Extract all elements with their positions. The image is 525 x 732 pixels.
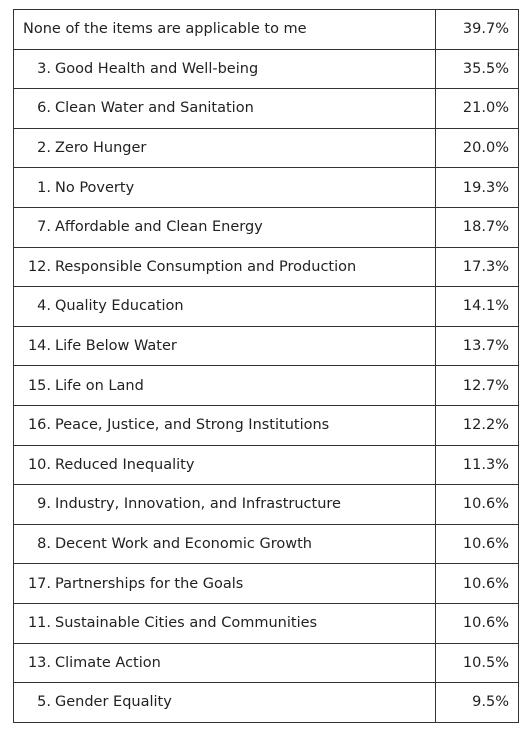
row-label: None of the items are applicable to me xyxy=(23,21,307,38)
label-cell: 13. Climate Action xyxy=(14,643,436,683)
percent-cell: 14.1% xyxy=(436,287,519,326)
percent-cell: 10.6% xyxy=(436,564,519,603)
percent-cell: 13.7% xyxy=(436,326,519,366)
table-row: 5. Gender Equality 9.5% xyxy=(14,683,519,723)
goal-number: 2. xyxy=(37,140,51,157)
goal-label: Life on Land xyxy=(55,377,144,394)
label-cell: 8. Decent Work and Economic Growth xyxy=(14,524,436,564)
goal-number: 17. xyxy=(27,575,51,592)
percent-cell: 12.7% xyxy=(436,366,519,405)
goal-number: 10. xyxy=(27,456,51,473)
goal-label: Zero Hunger xyxy=(55,140,147,157)
table-row: 11. Sustainable Cities and Communities 10.… xyxy=(14,603,519,644)
goal-number: 13. xyxy=(27,654,51,671)
goal-label: Gender Equality xyxy=(55,694,172,711)
table-row: 2. Zero Hunger 20.0% xyxy=(14,128,519,169)
goal-label: Partnerships for the Goals xyxy=(55,575,244,592)
percent-cell: 11.3% xyxy=(436,445,519,485)
goal-number: 9. xyxy=(37,496,51,513)
table-row: None of the items are applicable to me 39… xyxy=(14,10,519,50)
percent-cell: 35.5% xyxy=(436,49,519,89)
percent-cell: 18.7% xyxy=(436,207,519,247)
table-row: 10. Reduced Inequality 11.3% xyxy=(14,445,519,486)
goal-number: 7. xyxy=(37,219,51,236)
label-cell: 6. Clean Water and Sanitation xyxy=(14,89,436,128)
percent-cell: 19.3% xyxy=(436,168,519,207)
table-row: 13. Climate Action 10.5% xyxy=(14,643,519,684)
goal-number: 5. xyxy=(37,694,51,711)
goal-label: Affordable and Clean Energy xyxy=(55,219,263,236)
table-row: 14. Life Below Water 13.7% xyxy=(14,326,519,367)
table-row: 4. Quality Education 14.1% xyxy=(14,287,519,327)
goal-number: 3. xyxy=(37,60,51,77)
table: None of the items are applicable to me 39… xyxy=(13,9,519,723)
goal-number: 11. xyxy=(27,615,51,632)
goal-label: Clean Water and Sanitation xyxy=(55,100,254,117)
table-row: 8. Decent Work and Economic Growth 10.6% xyxy=(14,524,519,565)
goal-label: Climate Action xyxy=(55,654,161,671)
table-row: 9. Industry, Innovation, and Infrastructu… xyxy=(14,485,519,525)
goal-label: Decent Work and Economic Growth xyxy=(55,536,312,553)
table-row: 1. No Poverty 19.3% xyxy=(14,168,519,208)
table-row: 6. Clean Water and Sanitation 21.0% xyxy=(14,89,519,129)
goal-number: 8. xyxy=(37,536,51,553)
percent-cell: 39.7% xyxy=(436,10,519,49)
percent-cell: 21.0% xyxy=(436,89,519,128)
percent-cell: 17.3% xyxy=(436,247,519,287)
goal-label: Reduced Inequality xyxy=(55,456,195,473)
goal-label: Sustainable Cities and Communities xyxy=(55,615,318,632)
goal-number: 14. xyxy=(27,338,51,355)
goal-number: 15. xyxy=(27,377,51,394)
label-cell: 4. Quality Education xyxy=(14,287,436,326)
percent-cell: 20.0% xyxy=(436,128,519,168)
goal-number: 1. xyxy=(37,179,51,196)
goal-label: Responsible Consumption and Production xyxy=(55,258,357,275)
label-cell: 7. Affordable and Clean Energy xyxy=(14,207,436,247)
goal-label: Good Health and Well-being xyxy=(55,60,259,77)
table-row: 3. Good Health and Well-being 35.5% xyxy=(14,49,519,90)
label-cell: None of the items are applicable to me xyxy=(14,10,436,49)
goal-label: Peace, Justice, and Strong Institutions xyxy=(55,417,330,434)
percent-cell: 10.5% xyxy=(436,643,519,683)
label-cell: 16. Peace, Justice, and Strong Institutio… xyxy=(14,405,436,445)
percent-cell: 9.5% xyxy=(436,683,519,722)
goal-label: Quality Education xyxy=(55,298,184,315)
label-cell: 11. Sustainable Cities and Communities xyxy=(14,603,436,643)
goal-label: No Poverty xyxy=(55,179,135,196)
goal-label: Life Below Water xyxy=(55,338,177,355)
table-row: 17. Partnerships for the Goals 10.6% xyxy=(14,564,519,604)
percent-cell: 12.2% xyxy=(436,405,519,445)
goal-number: 6. xyxy=(37,100,51,117)
goal-number: 12. xyxy=(27,258,51,275)
goal-number: 16. xyxy=(27,417,51,434)
label-cell: 2. Zero Hunger xyxy=(14,128,436,168)
label-cell: 10. Reduced Inequality xyxy=(14,445,436,485)
table-row: 16. Peace, Justice, and Strong Institutio… xyxy=(14,405,519,446)
table-row: 15. Life on Land 12.7% xyxy=(14,366,519,406)
label-cell: 12. Responsible Consumption and Productio… xyxy=(14,247,436,287)
label-cell: 1. No Poverty xyxy=(14,168,436,207)
goal-number: 4. xyxy=(37,298,51,315)
label-cell: 3. Good Health and Well-being xyxy=(14,49,436,89)
percent-cell: 10.6% xyxy=(436,485,519,524)
label-cell: 17. Partnerships for the Goals xyxy=(14,564,436,603)
percent-cell: 10.6% xyxy=(436,524,519,564)
label-cell: 9. Industry, Innovation, and Infrastructu… xyxy=(14,485,436,524)
goal-label: Industry, Innovation, and Infrastructure xyxy=(55,496,341,513)
label-cell: 14. Life Below Water xyxy=(14,326,436,366)
table-row: 12. Responsible Consumption and Productio… xyxy=(14,247,519,288)
percent-cell: 10.6% xyxy=(436,603,519,643)
table-row: 7. Affordable and Clean Energy 18.7% xyxy=(14,207,519,248)
label-cell: 15. Life on Land xyxy=(14,366,436,405)
label-cell: 5. Gender Equality xyxy=(14,683,436,722)
